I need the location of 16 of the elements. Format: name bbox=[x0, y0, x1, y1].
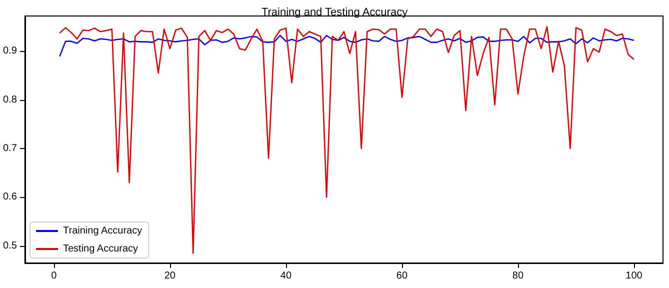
x-tick-label: 0 bbox=[51, 270, 58, 282]
line-series bbox=[59, 34, 635, 58]
y-tick-label: 0.6 bbox=[2, 192, 18, 203]
line-series bbox=[59, 26, 635, 254]
x-tick-label: 100 bbox=[626, 270, 643, 282]
legend-label: Testing Accuracy bbox=[63, 244, 138, 254]
chart-title: Training and Testing Accuracy bbox=[261, 6, 408, 18]
y-tick-label: 0.8 bbox=[2, 94, 18, 106]
x-tick-label: 40 bbox=[280, 270, 292, 282]
x-tick-label: 20 bbox=[164, 270, 176, 282]
y-tick-label: 0.7 bbox=[2, 143, 18, 154]
x-tick-label: 80 bbox=[512, 270, 524, 282]
legend-label: Training Accuracy bbox=[63, 226, 142, 236]
y-tick-label: 0.5 bbox=[2, 240, 18, 252]
x-tick-label: 60 bbox=[396, 270, 408, 282]
y-tick-label: 0.9 bbox=[2, 46, 18, 57]
